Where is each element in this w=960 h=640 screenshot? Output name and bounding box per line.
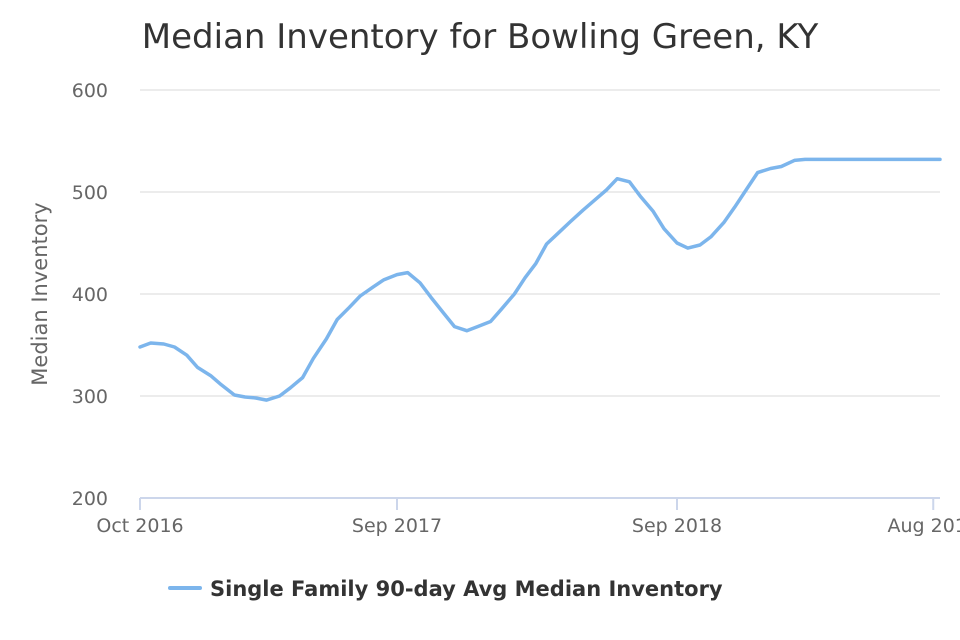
legend[interactable]: Single Family 90-day Avg Median Inventor… <box>168 577 723 601</box>
x-tick-label: Sep 2017 <box>352 515 442 537</box>
chart-title: Median Inventory for Bowling Green, KY <box>142 17 819 57</box>
y-tick-label: 400 <box>72 284 108 306</box>
legend-item-label[interactable]: Single Family 90-day Avg Median Inventor… <box>210 577 723 601</box>
y-axis-title: Median Inventory <box>28 202 52 385</box>
series-line[interactable] <box>138 157 942 402</box>
x-axis: Oct 2016 Sep 2017 Sep 2018 Aug 2019 <box>96 497 960 537</box>
x-tick-label: Aug 2019 <box>887 515 960 537</box>
y-tick-label: 600 <box>72 80 108 102</box>
y-axis-ticks: 200 300 400 500 600 <box>72 80 108 510</box>
x-tick-label: Oct 2016 <box>96 515 183 537</box>
plot-area <box>138 157 942 402</box>
y-tick-label: 500 <box>72 182 108 204</box>
x-tick-label: Sep 2018 <box>632 515 722 537</box>
gridlines <box>140 89 940 397</box>
y-tick-label: 200 <box>72 488 108 510</box>
y-tick-label: 300 <box>72 386 108 408</box>
